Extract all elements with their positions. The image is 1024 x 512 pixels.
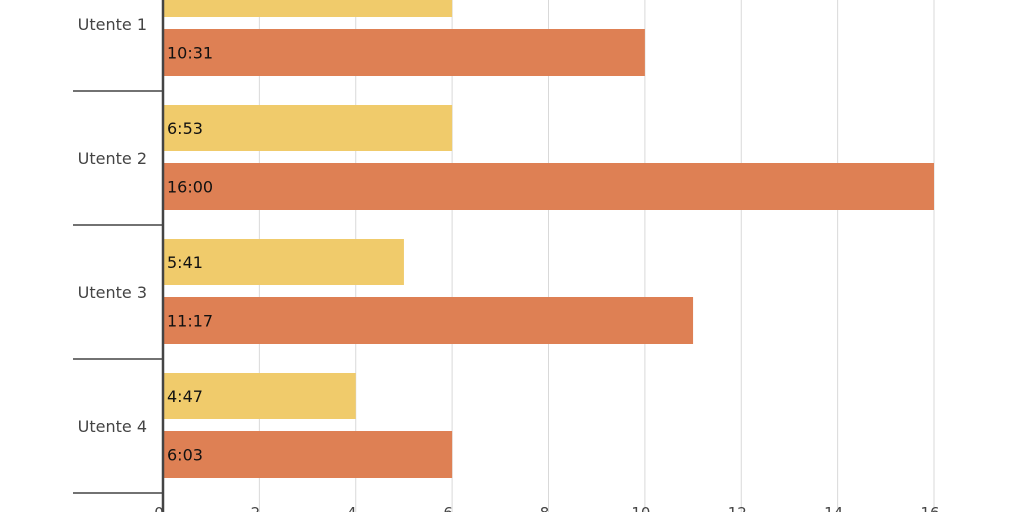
category-label: Utente 4 — [78, 417, 147, 436]
x-tick-label: 10 — [631, 504, 650, 512]
data-label: 4:47 — [167, 387, 203, 406]
bar — [163, 163, 934, 210]
data-label: 5:41 — [167, 253, 203, 272]
category-label: Utente 1 — [78, 15, 147, 34]
bar — [163, 373, 356, 419]
x-tick-label: 2 — [251, 504, 261, 512]
x-tick-label: 14 — [824, 504, 843, 512]
bar — [163, 297, 694, 344]
data-label: 11:17 — [167, 312, 213, 331]
bar — [163, 431, 453, 478]
x-tick-label: 4 — [347, 504, 357, 512]
x-tick-label: 12 — [728, 504, 747, 512]
bar — [163, 29, 645, 76]
x-tick-label: 6 — [443, 504, 453, 512]
bar — [163, 0, 453, 17]
data-label: 10:31 — [167, 44, 213, 63]
category-label: Utente 2 — [78, 149, 147, 168]
data-label: 16:00 — [167, 178, 213, 197]
data-label: 6:03 — [167, 446, 203, 465]
x-tick-label: 0 — [154, 504, 164, 512]
bar — [163, 239, 404, 285]
data-label: 6:53 — [167, 119, 203, 138]
x-tick-label: 8 — [540, 504, 550, 512]
bar — [163, 105, 453, 151]
x-tick-label: 16 — [920, 504, 939, 512]
category-label: Utente 3 — [78, 283, 147, 302]
